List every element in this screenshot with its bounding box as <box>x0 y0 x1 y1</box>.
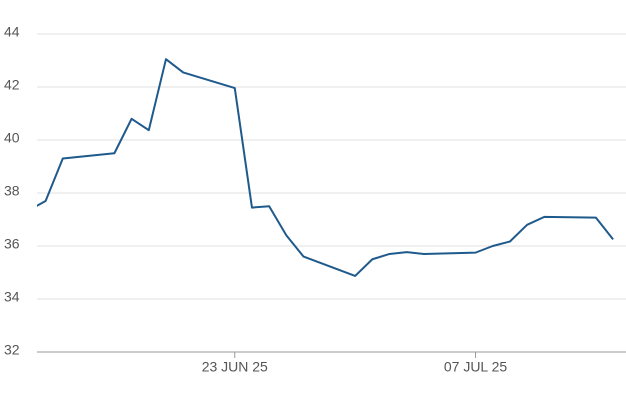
y-tick-label: 40 <box>4 130 20 146</box>
x-tick-label: 23 JUN 25 <box>202 359 268 375</box>
y-tick-label: 32 <box>4 342 20 358</box>
y-tick-label: 44 <box>4 24 20 40</box>
y-tick-label: 42 <box>4 77 20 93</box>
y-tick-label: 34 <box>4 289 20 305</box>
x-tick-label: 07 JUL 25 <box>444 359 508 375</box>
y-tick-label: 36 <box>4 236 20 252</box>
line-series <box>37 58 614 277</box>
y-tick-label: 38 <box>4 183 20 199</box>
